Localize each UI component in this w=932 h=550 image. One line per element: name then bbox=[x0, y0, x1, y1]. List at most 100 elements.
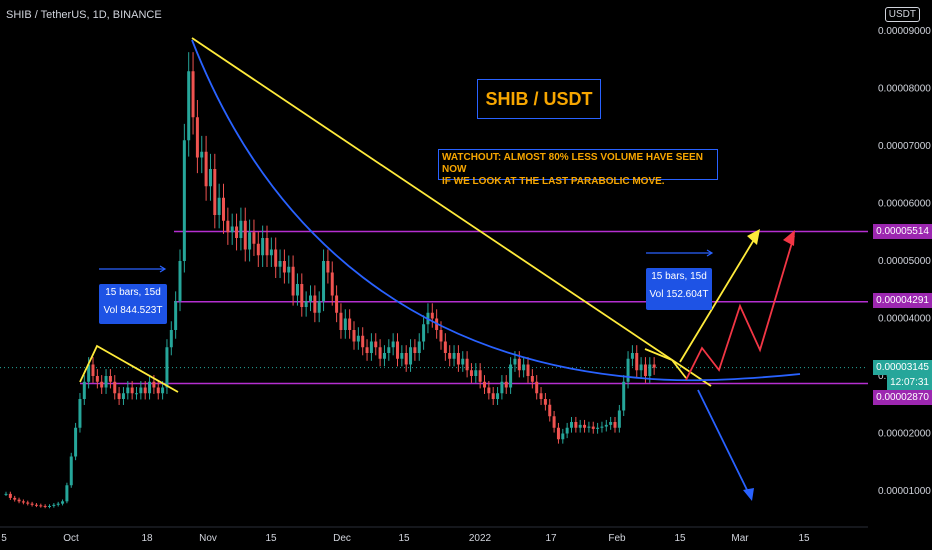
candle-body bbox=[548, 404, 552, 417]
main-downtrend-line bbox=[191, 37, 712, 387]
candle-body bbox=[487, 387, 491, 394]
candle-body bbox=[17, 499, 21, 502]
x-tick-label: Feb bbox=[608, 533, 626, 544]
candle-body bbox=[600, 426, 604, 428]
candle-body bbox=[639, 364, 643, 371]
candle-body bbox=[513, 358, 517, 365]
candle-body bbox=[191, 71, 195, 118]
candle-body bbox=[169, 330, 173, 348]
range-label-2: 15 bars, 15d Vol 152.604T bbox=[646, 268, 712, 310]
candle-body bbox=[609, 422, 613, 425]
candle-body bbox=[630, 353, 634, 359]
candle-body bbox=[335, 295, 339, 313]
candle-body bbox=[326, 261, 330, 273]
candle-body bbox=[21, 501, 25, 503]
x-tick-label: Mar bbox=[731, 533, 749, 544]
title-annotation: SHIB / USDT bbox=[477, 79, 601, 119]
candle-body bbox=[126, 387, 130, 394]
candle-body bbox=[91, 364, 95, 376]
triangle-pattern-lines bbox=[79, 344, 179, 393]
candle-body bbox=[195, 117, 199, 158]
candle-body bbox=[43, 505, 47, 507]
candle-body bbox=[648, 364, 652, 376]
candle-body bbox=[413, 347, 417, 353]
range2-bars: 15 bars, 15d bbox=[651, 271, 707, 282]
candle-body bbox=[287, 266, 291, 273]
candle-body bbox=[178, 261, 182, 302]
candle-body bbox=[417, 341, 421, 353]
candle-body bbox=[200, 151, 204, 158]
range1-vol: Vol 844.523T bbox=[103, 305, 163, 316]
candle-body bbox=[461, 358, 465, 365]
projection-up-arrowhead bbox=[747, 229, 760, 245]
y-tick-label: 0.00005000 bbox=[878, 256, 931, 267]
candle-body bbox=[300, 284, 304, 307]
range2-arrowhead bbox=[706, 249, 714, 257]
candle-body bbox=[121, 393, 125, 399]
candle-body bbox=[69, 456, 73, 486]
candle-body bbox=[491, 393, 495, 399]
candle-body bbox=[378, 347, 382, 359]
y-tick-label: 0.00006000 bbox=[878, 199, 931, 210]
candle-body bbox=[504, 381, 508, 388]
candle-body bbox=[430, 312, 434, 319]
candle-body bbox=[591, 426, 595, 429]
x-tick-label: 15 bbox=[265, 533, 277, 544]
level-mid-tag: 0.00004291 bbox=[873, 293, 932, 308]
candle-body bbox=[343, 318, 347, 330]
candle-body bbox=[404, 353, 408, 365]
candle-body bbox=[391, 341, 395, 348]
note-line-2: IF WE LOOK AT THE LAST PARABOLIC MOVE. bbox=[442, 176, 665, 187]
candle-body bbox=[522, 364, 526, 371]
candle-body bbox=[556, 427, 560, 440]
x-tick-label: Dec bbox=[333, 533, 351, 544]
candle-body bbox=[352, 330, 356, 342]
x-tick-label: 15 bbox=[674, 533, 686, 544]
candle-body bbox=[274, 249, 278, 267]
y-tick-label: 0.00004000 bbox=[878, 314, 931, 325]
currency-badge[interactable]: USDT bbox=[884, 7, 920, 22]
candle-body bbox=[217, 197, 221, 215]
candle-body bbox=[565, 427, 569, 434]
y-tick-label: 0.00008000 bbox=[878, 84, 931, 95]
candle-body bbox=[535, 381, 539, 394]
candle-body bbox=[496, 393, 500, 399]
countdown-tag: 12:07:31 bbox=[887, 375, 932, 390]
candle-body bbox=[8, 493, 12, 498]
candle-body bbox=[400, 353, 404, 359]
projection-zigzag bbox=[685, 235, 795, 381]
candle-body bbox=[604, 424, 608, 427]
projection-down-arrowhead bbox=[743, 488, 754, 501]
candle-body bbox=[469, 370, 473, 376]
x-tick-label: 17 bbox=[545, 533, 557, 544]
candle-body bbox=[295, 284, 299, 296]
candle-body bbox=[509, 364, 513, 388]
candle-body bbox=[30, 503, 34, 505]
candle-body bbox=[474, 370, 478, 376]
candle-body bbox=[570, 422, 573, 428]
range-label-1: 15 bars, 15d Vol 844.523T bbox=[99, 284, 167, 324]
candle-body bbox=[204, 151, 208, 187]
candle-body bbox=[117, 393, 121, 399]
candle-body bbox=[500, 381, 504, 394]
y-tick-label: 0.00007000 bbox=[878, 141, 931, 152]
small-triangle-lines bbox=[644, 348, 687, 379]
candle-body bbox=[348, 318, 352, 330]
x-tick-label: 2022 bbox=[469, 533, 492, 544]
candle-body bbox=[222, 197, 225, 221]
candle-body bbox=[448, 353, 452, 359]
y-tick-label: 0.00001000 bbox=[878, 486, 931, 497]
candle-body bbox=[230, 226, 234, 233]
candle-body bbox=[526, 364, 530, 376]
candle-body bbox=[174, 301, 178, 330]
current-price-tag: 0.00003145 bbox=[873, 360, 932, 375]
candle-body bbox=[369, 341, 373, 353]
candle-body bbox=[583, 424, 587, 428]
projection-zigzag-arrowhead bbox=[783, 230, 795, 246]
y-tick-label: 0.00009000 bbox=[878, 26, 931, 37]
candle-body bbox=[530, 376, 534, 382]
candle-body bbox=[574, 422, 578, 428]
candle-body bbox=[78, 399, 82, 428]
candle-body bbox=[443, 341, 447, 353]
